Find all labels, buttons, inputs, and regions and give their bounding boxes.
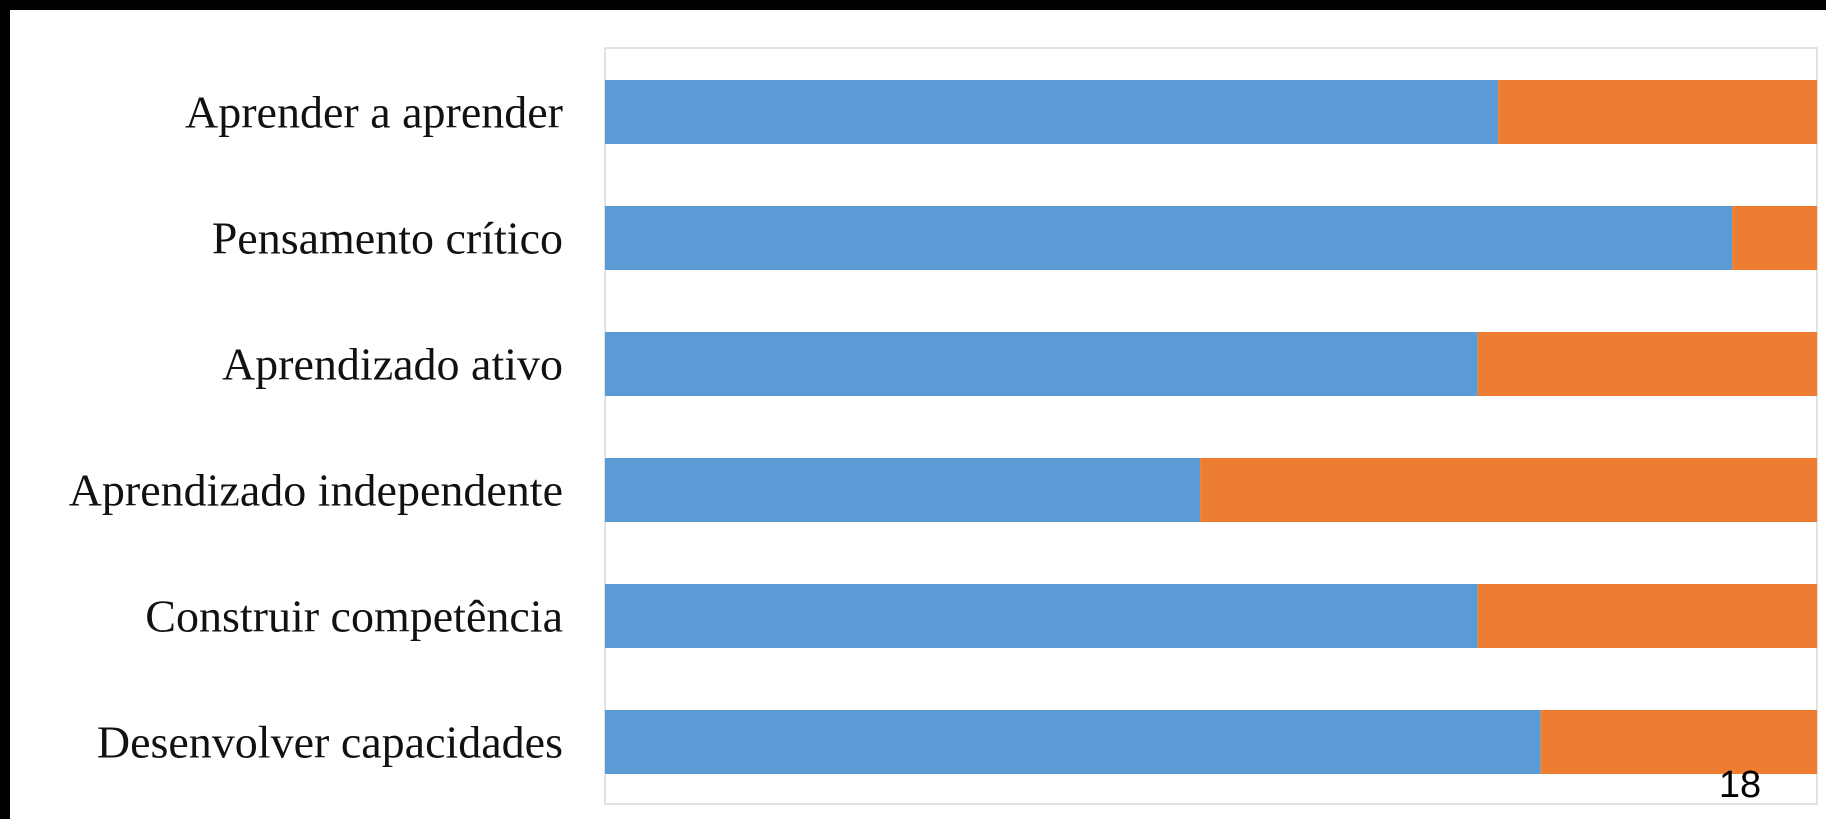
category-label: Aprender a aprender [185, 87, 563, 138]
bar-segment-1-row-1 [605, 80, 1499, 144]
bar-segment-1-row-2 [605, 206, 1733, 270]
page-number: 18 [1718, 764, 1762, 806]
bar-segment-2-row-3 [1477, 332, 1817, 396]
bar-segment-2-row-5 [1477, 584, 1817, 648]
category-label: Desenvolver capacidades [97, 717, 563, 768]
plot-area [604, 47, 1818, 805]
bar-segment-2-row-2 [1732, 206, 1817, 270]
category-labels: Aprender a aprender Pensamento crítico Apr… [69, 87, 563, 768]
bar-segment-1-row-6 [605, 710, 1541, 774]
bar-segment-1-row-3 [605, 332, 1478, 396]
category-label: Aprendizado independente [69, 465, 563, 516]
bar-segment-2-row-6 [1540, 710, 1817, 774]
category-label: Construir competência [145, 591, 563, 642]
bar-segment-2-row-4 [1200, 458, 1817, 522]
bar-group [605, 80, 1817, 774]
bar-segment-1-row-5 [605, 584, 1478, 648]
category-label: Aprendizado ativo [222, 339, 563, 390]
bar-segment-2-row-1 [1498, 80, 1817, 144]
category-label: Pensamento crítico [212, 213, 563, 264]
bar-segment-1-row-4 [605, 458, 1201, 522]
stacked-bar-chart: Aprender a aprender Pensamento crítico Apr… [69, 47, 1818, 805]
